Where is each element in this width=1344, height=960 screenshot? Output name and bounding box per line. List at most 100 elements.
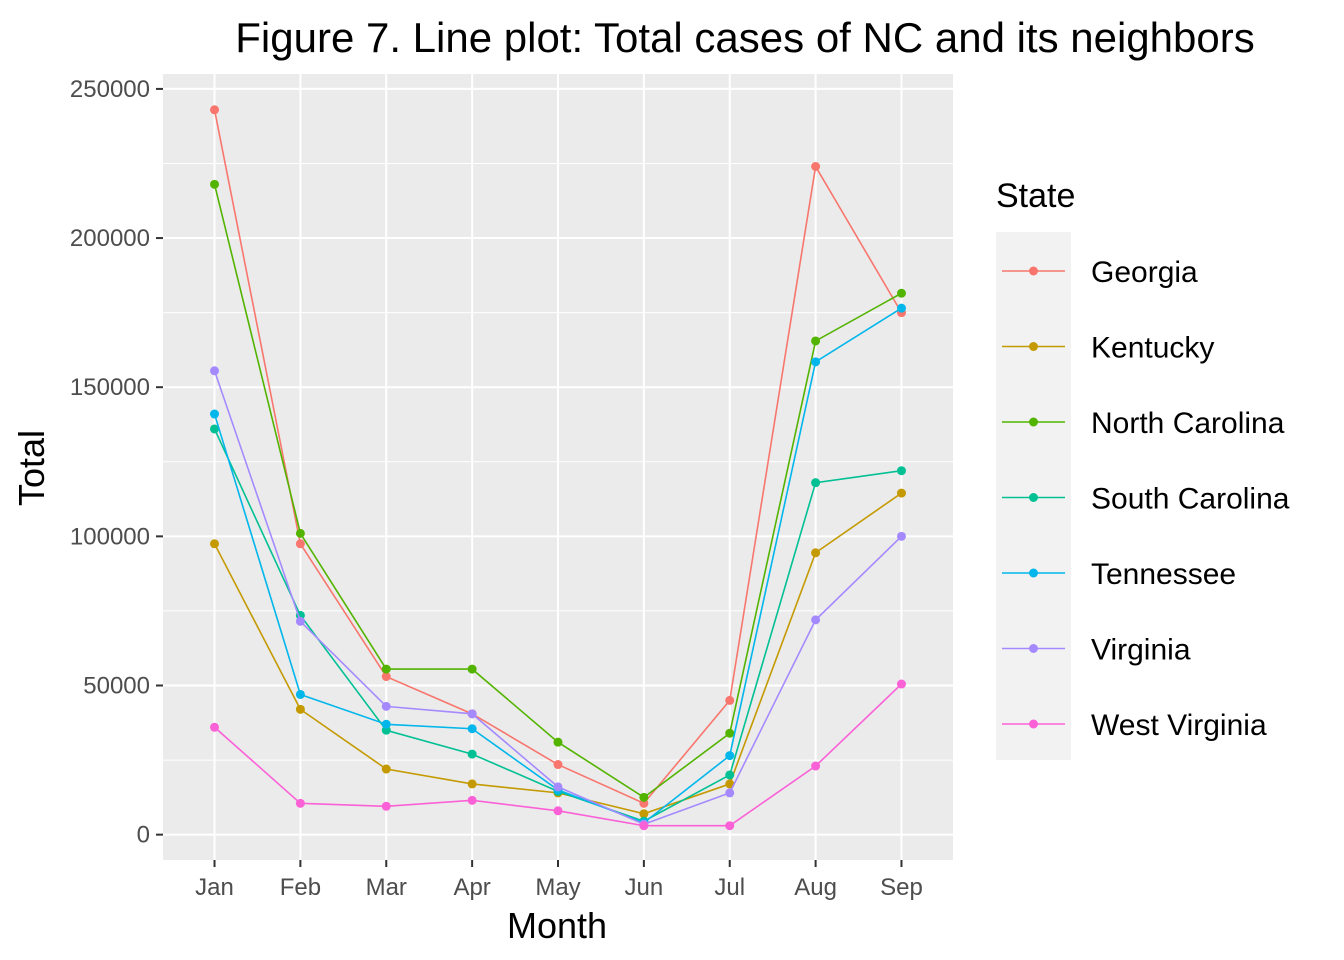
legend-item-virginia: Virginia xyxy=(1002,634,1191,667)
legend-label: Virginia xyxy=(1091,634,1191,667)
legend-label: Tennessee xyxy=(1091,558,1236,591)
legend-item-north-carolina: North Carolina xyxy=(1002,407,1285,440)
y-tick-label: 150000 xyxy=(70,374,150,401)
y-tick-label: 0 xyxy=(137,822,150,849)
data-point-west-virginia xyxy=(553,806,563,816)
data-point-west-virginia xyxy=(896,679,906,689)
data-point-north-carolina xyxy=(553,737,563,747)
x-tick-label: May xyxy=(535,874,580,901)
data-point-georgia xyxy=(553,760,563,770)
data-point-kentucky xyxy=(295,704,305,714)
data-point-georgia xyxy=(811,161,821,171)
data-point-kentucky xyxy=(381,764,391,774)
x-tick-label: Mar xyxy=(366,874,407,901)
data-point-north-carolina xyxy=(210,179,220,189)
legend-item-georgia: Georgia xyxy=(1002,256,1198,289)
data-point-south-carolina xyxy=(811,478,821,488)
data-point-west-virginia xyxy=(467,795,477,805)
x-tick-label: Jun xyxy=(625,874,664,901)
data-point-north-carolina xyxy=(295,528,305,538)
legend-item-tennessee: Tennessee xyxy=(1002,558,1236,591)
series-group xyxy=(210,105,906,831)
y-axis: 0 50000 100000 150000 200000 250000 xyxy=(70,76,163,849)
data-point-virginia xyxy=(725,788,735,798)
y-tick-label: 250000 xyxy=(70,76,150,103)
legend-key-point xyxy=(1029,493,1038,502)
data-point-tennessee xyxy=(381,719,391,729)
data-point-virginia xyxy=(896,531,906,541)
data-point-west-virginia xyxy=(811,761,821,771)
legend-label: Kentucky xyxy=(1091,332,1214,365)
data-point-tennessee xyxy=(725,751,735,761)
legend-label: South Carolina xyxy=(1091,483,1290,516)
x-tick-label: Aug xyxy=(794,874,837,901)
data-point-west-virginia xyxy=(725,821,735,831)
y-axis-title: Total xyxy=(11,430,52,506)
data-point-west-virginia xyxy=(210,722,220,732)
data-point-west-virginia xyxy=(381,801,391,811)
legend-key-point xyxy=(1029,266,1038,276)
data-point-south-carolina xyxy=(896,466,906,476)
data-point-virginia xyxy=(210,366,220,376)
legend-item-kentucky: Kentucky xyxy=(1002,332,1214,365)
legend-label: West Virginia xyxy=(1091,709,1267,742)
data-point-kentucky xyxy=(725,779,735,789)
y-tick-label: 50000 xyxy=(83,672,150,699)
y-tick-label: 200000 xyxy=(70,225,150,252)
data-point-georgia xyxy=(381,672,391,682)
x-tick-label: Jan xyxy=(195,874,234,901)
data-point-georgia xyxy=(295,539,305,549)
data-point-tennessee xyxy=(467,724,477,734)
data-point-georgia xyxy=(725,695,735,705)
legend-item-south-carolina: South Carolina xyxy=(1002,483,1290,516)
legend-label: Georgia xyxy=(1091,256,1198,289)
x-tick-label: Feb xyxy=(280,874,321,901)
legend-key-point xyxy=(1029,719,1038,729)
data-point-georgia xyxy=(210,105,220,115)
data-point-tennessee xyxy=(896,303,906,313)
legend-items: Georgia Kentucky North Carolina South Carol… xyxy=(1002,256,1290,742)
legend-title: State xyxy=(996,177,1075,215)
data-point-kentucky xyxy=(210,539,220,549)
x-tick-label: Apr xyxy=(453,874,490,901)
series-virginia xyxy=(210,366,906,829)
data-point-virginia xyxy=(467,709,477,719)
data-point-kentucky xyxy=(467,779,477,789)
data-point-tennessee xyxy=(811,357,821,367)
series-west-virginia xyxy=(210,679,906,831)
data-point-kentucky xyxy=(639,809,649,819)
chart-title: Figure 7. Line plot: Total cases of NC a… xyxy=(235,14,1254,61)
data-point-north-carolina xyxy=(896,288,906,298)
data-point-south-carolina xyxy=(725,770,735,780)
series-north-carolina xyxy=(210,179,906,802)
data-point-south-carolina xyxy=(467,749,477,759)
data-point-virginia xyxy=(295,616,305,626)
x-axis: Jan Feb Mar Apr May Jun Jul Aug Sep xyxy=(195,860,923,901)
data-point-north-carolina xyxy=(381,664,391,674)
data-point-virginia xyxy=(553,782,563,792)
x-axis-title: Month xyxy=(507,905,607,946)
y-tick-label: 100000 xyxy=(70,523,150,550)
data-point-west-virginia xyxy=(639,821,649,831)
legend-key-point xyxy=(1029,568,1038,578)
data-point-virginia xyxy=(381,701,391,711)
legend-label: North Carolina xyxy=(1091,407,1285,440)
data-point-north-carolina xyxy=(467,664,477,674)
data-point-tennessee xyxy=(210,409,220,419)
legend: State Georgia Kentucky North Carolina South… xyxy=(996,177,1290,760)
data-point-north-carolina xyxy=(811,336,821,346)
legend-item-west-virginia: West Virginia xyxy=(1002,709,1267,742)
data-point-south-carolina xyxy=(210,424,220,434)
data-point-virginia xyxy=(811,615,821,625)
data-point-north-carolina xyxy=(725,728,735,738)
data-point-west-virginia xyxy=(295,798,305,808)
data-point-tennessee xyxy=(295,689,305,699)
x-tick-label: Sep xyxy=(880,874,923,901)
data-point-north-carolina xyxy=(639,792,649,802)
x-tick-label: Jul xyxy=(714,874,745,901)
plot-panel xyxy=(163,74,953,860)
data-point-kentucky xyxy=(896,488,906,498)
legend-key-point xyxy=(1029,417,1038,427)
data-point-kentucky xyxy=(811,548,821,558)
